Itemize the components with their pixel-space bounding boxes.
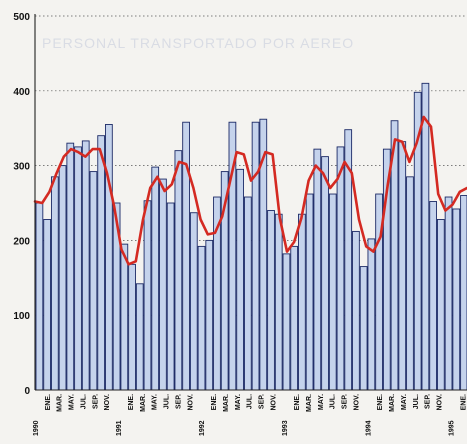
x-tick-label-month: NOV. — [270, 394, 277, 411]
bar — [74, 146, 82, 391]
bar — [274, 213, 283, 391]
x-tick-label-month: ENE. — [128, 394, 135, 410]
x-tick-label-month: ENE. — [45, 394, 52, 410]
bar — [166, 202, 175, 391]
bar — [236, 168, 244, 391]
bar — [421, 82, 430, 391]
bar — [251, 121, 260, 391]
y-tick-label: 0 — [24, 386, 30, 397]
x-tick-label-month: NOV. — [353, 394, 360, 411]
bar — [151, 166, 160, 391]
x-tick-label-month: MAR. — [223, 394, 230, 412]
bar — [460, 195, 467, 391]
x-tick-label-year: 1992 — [199, 420, 206, 436]
y-tick-label: 100 — [13, 311, 30, 322]
x-tick-label-year: 1990 — [33, 420, 40, 436]
x-tick-label-month: NOV. — [104, 394, 111, 411]
x-tick-label-month: SEP. — [259, 394, 266, 409]
bar — [313, 148, 322, 391]
bar — [174, 150, 183, 391]
bar — [159, 178, 167, 391]
x-tick-label-year: 1995 — [448, 420, 455, 436]
bar — [97, 135, 106, 391]
x-tick-label-month: MAR. — [140, 394, 147, 412]
bar — [429, 201, 437, 391]
bar — [89, 171, 98, 391]
bar — [43, 219, 51, 391]
bar — [367, 238, 376, 391]
x-tick-label-year: 1993 — [282, 420, 289, 436]
x-tick-label-month: ENE. — [211, 394, 218, 410]
x-tick-labels: 1990 ENE. MAR. MAY. JUL. SEP. NOV. 1991 ENE. MAR.… — [33, 394, 467, 436]
x-tick-label-month: JUL. — [330, 394, 337, 409]
bar — [328, 193, 337, 391]
x-tick-label-month: ENE. — [294, 394, 301, 410]
x-tick-label-month: SEP. — [92, 394, 99, 409]
bar — [205, 239, 214, 391]
y-tick-label: 300 — [13, 162, 30, 173]
bar — [243, 196, 252, 391]
bar — [120, 243, 129, 391]
x-tick-label-month: NOV. — [437, 394, 444, 411]
trend-lines — [33, 115, 467, 266]
x-tick-label-month: MAR. — [306, 394, 313, 412]
y-tick-label: 200 — [13, 236, 30, 247]
trend-line — [33, 115, 467, 266]
x-tick-label-month: MAY. — [152, 394, 159, 410]
bar — [105, 124, 113, 391]
x-tick-label-month: MAR. — [389, 394, 396, 412]
background-watermark: PERSONAL TRANSPORTADO POR AEREO — [42, 35, 354, 51]
bar — [50, 176, 59, 391]
x-tick-label-month: SEP. — [425, 394, 432, 409]
x-tick-label-month: JUL. — [81, 394, 88, 409]
x-tick-label-month: MAY. — [318, 394, 325, 410]
x-tick-label-month: SEP. — [342, 394, 349, 409]
bar — [197, 245, 206, 391]
bar — [298, 213, 306, 391]
bar — [398, 141, 407, 391]
x-tick-label-year: 1994 — [365, 420, 372, 436]
bar — [189, 212, 198, 391]
bar — [128, 263, 136, 391]
x-tick-label-month: JUL. — [164, 394, 171, 409]
x-tick-label-month: MAY. — [69, 394, 76, 410]
x-tick-label-month: MAY. — [401, 394, 408, 410]
bar — [336, 146, 345, 391]
x-tick-label-month: MAY. — [235, 394, 242, 410]
bar — [452, 208, 461, 391]
bar — [305, 193, 314, 391]
bar — [35, 202, 44, 391]
x-tick-label-month: JUL. — [413, 394, 420, 409]
bar — [359, 266, 368, 391]
x-tick-label-month: ENE. — [460, 394, 467, 410]
x-tick-label-month: SEP. — [175, 394, 182, 409]
bar — [444, 196, 453, 391]
bar — [267, 210, 275, 391]
y-tick-label: 400 — [13, 87, 30, 98]
bars — [35, 82, 467, 391]
x-tick-label-month: JUL. — [247, 394, 254, 409]
bar — [58, 165, 67, 391]
y-tick-label: 500 — [13, 12, 30, 23]
bar — [352, 230, 360, 391]
y-tick-labels: 0 100 200 300 400 500 — [13, 12, 30, 397]
bar — [406, 176, 414, 391]
bar — [436, 219, 445, 391]
x-tick-label-month: ENE. — [377, 394, 384, 410]
bar — [321, 156, 329, 391]
x-tick-label-month: NOV. — [187, 394, 194, 411]
bar — [81, 140, 90, 391]
bar — [143, 200, 152, 391]
bar — [282, 253, 291, 391]
axes — [34, 14, 467, 391]
x-tick-label-year: 1991 — [116, 420, 123, 436]
bar — [135, 283, 144, 391]
x-tick-label-month: MAR. — [57, 394, 64, 412]
bar — [290, 245, 299, 391]
bar — [66, 142, 75, 391]
